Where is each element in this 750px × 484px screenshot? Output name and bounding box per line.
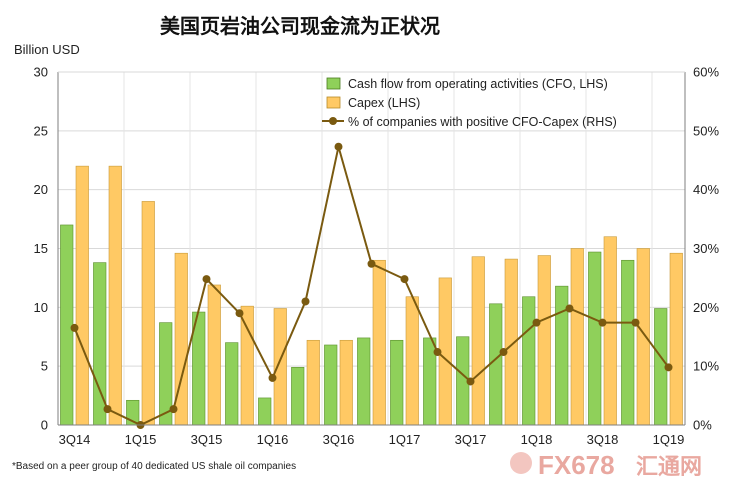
bar-cfo bbox=[258, 397, 272, 426]
axes bbox=[57, 71, 686, 426]
bar-cfo bbox=[522, 296, 536, 426]
legend-label-pct: % of companies with positive CFO-Capex (… bbox=[348, 115, 617, 129]
watermark-text-b: 汇通网 bbox=[636, 454, 702, 479]
left-tick-label: 10 bbox=[34, 300, 48, 315]
pct-point bbox=[433, 348, 442, 357]
right-tick-label: 10% bbox=[693, 359, 719, 374]
bar-capex bbox=[603, 236, 617, 426]
pct-point bbox=[565, 304, 574, 313]
x-tick-label: 1Q15 bbox=[125, 432, 157, 447]
bar-cfo bbox=[489, 303, 503, 426]
pct-point bbox=[664, 363, 673, 372]
bar-cfo bbox=[621, 259, 635, 426]
pct-point bbox=[103, 405, 112, 414]
bar-cfo bbox=[60, 224, 74, 426]
footnote: *Based on a peer group of 40 dedicated U… bbox=[12, 461, 296, 472]
legend-swatch-cfo bbox=[326, 77, 341, 90]
bar-capex bbox=[141, 201, 155, 426]
pct-point bbox=[532, 318, 541, 327]
pct-point bbox=[631, 318, 640, 327]
legend: Cash flow from operating activities (CFO… bbox=[322, 77, 617, 129]
pct-point bbox=[400, 275, 409, 284]
x-tick-label: 3Q16 bbox=[323, 432, 355, 447]
left-tick-label: 20 bbox=[34, 182, 48, 197]
bar-cfo bbox=[225, 342, 239, 426]
legend-label-capex: Capex (LHS) bbox=[348, 96, 420, 110]
chart-title: 美国页岩油公司现金流为正状况 bbox=[160, 14, 440, 38]
bar-capex bbox=[207, 284, 221, 426]
bar-capex bbox=[372, 259, 386, 426]
x-tick-label: 3Q14 bbox=[59, 432, 91, 447]
watermark: FX678 汇通网 bbox=[510, 450, 702, 480]
right-tick-label: 30% bbox=[693, 241, 719, 256]
pct-point bbox=[268, 373, 277, 382]
bar-cfo bbox=[588, 251, 602, 426]
left-axis-unit: Billion USD bbox=[14, 42, 80, 57]
legend-swatch-marker bbox=[329, 117, 337, 125]
bar-capex bbox=[339, 339, 353, 426]
legend-label-cfo: Cash flow from operating activities (CFO… bbox=[348, 77, 608, 91]
bar-capex bbox=[273, 308, 287, 426]
right-tick-label: 60% bbox=[693, 65, 719, 80]
bar-cfo bbox=[357, 337, 371, 426]
left-tick-label: 30 bbox=[34, 65, 48, 80]
pct-point bbox=[466, 377, 475, 386]
right-tick-label: 0% bbox=[693, 418, 712, 433]
x-tick-label: 1Q18 bbox=[521, 432, 553, 447]
pct-point bbox=[598, 318, 607, 327]
right-tick-label: 50% bbox=[693, 123, 719, 138]
bar-cfo bbox=[390, 339, 404, 426]
tick-labels: 0 5 10 15 20 25 30 0% 10% 20% 30% 40% 50% 60% 3Q14 1Q15… bbox=[34, 65, 720, 448]
left-tick-label: 5 bbox=[41, 359, 48, 374]
pct-point bbox=[70, 323, 79, 332]
pct-point bbox=[499, 348, 508, 357]
right-tick-label: 20% bbox=[693, 300, 719, 315]
x-tick-label: 3Q17 bbox=[455, 432, 487, 447]
bar-capex bbox=[669, 252, 683, 426]
watermark-logo-icon bbox=[510, 452, 532, 474]
pct-point bbox=[367, 259, 376, 268]
bar-cfo bbox=[324, 344, 338, 426]
pct-point bbox=[334, 142, 343, 151]
bar-capex bbox=[306, 339, 320, 426]
pct-point bbox=[235, 309, 244, 318]
bar-capex bbox=[471, 256, 485, 426]
watermark-text-a: FX678 bbox=[538, 450, 615, 480]
bar-capex bbox=[405, 296, 419, 426]
left-tick-label: 0 bbox=[41, 418, 48, 433]
bar-capex bbox=[570, 248, 584, 426]
bar-capex bbox=[108, 165, 122, 426]
legend-swatch-capex bbox=[326, 96, 341, 109]
bars bbox=[60, 165, 683, 426]
line-series bbox=[70, 142, 673, 429]
bar-capex bbox=[537, 255, 551, 426]
left-tick-label: 25 bbox=[34, 123, 48, 138]
left-tick-label: 15 bbox=[34, 241, 48, 256]
bar-cfo bbox=[291, 367, 305, 426]
bar-capex bbox=[75, 165, 89, 426]
right-tick-label: 40% bbox=[693, 182, 719, 197]
x-tick-label: 1Q19 bbox=[653, 432, 685, 447]
x-tick-label: 3Q15 bbox=[191, 432, 223, 447]
bar-capex bbox=[240, 305, 254, 426]
x-tick-label: 3Q18 bbox=[587, 432, 619, 447]
bar-capex bbox=[636, 248, 650, 426]
x-tick-label: 1Q16 bbox=[257, 432, 289, 447]
x-tick-label: 1Q17 bbox=[389, 432, 421, 447]
pct-point bbox=[169, 405, 178, 414]
pct-point bbox=[202, 275, 211, 284]
pct-point bbox=[301, 297, 310, 306]
